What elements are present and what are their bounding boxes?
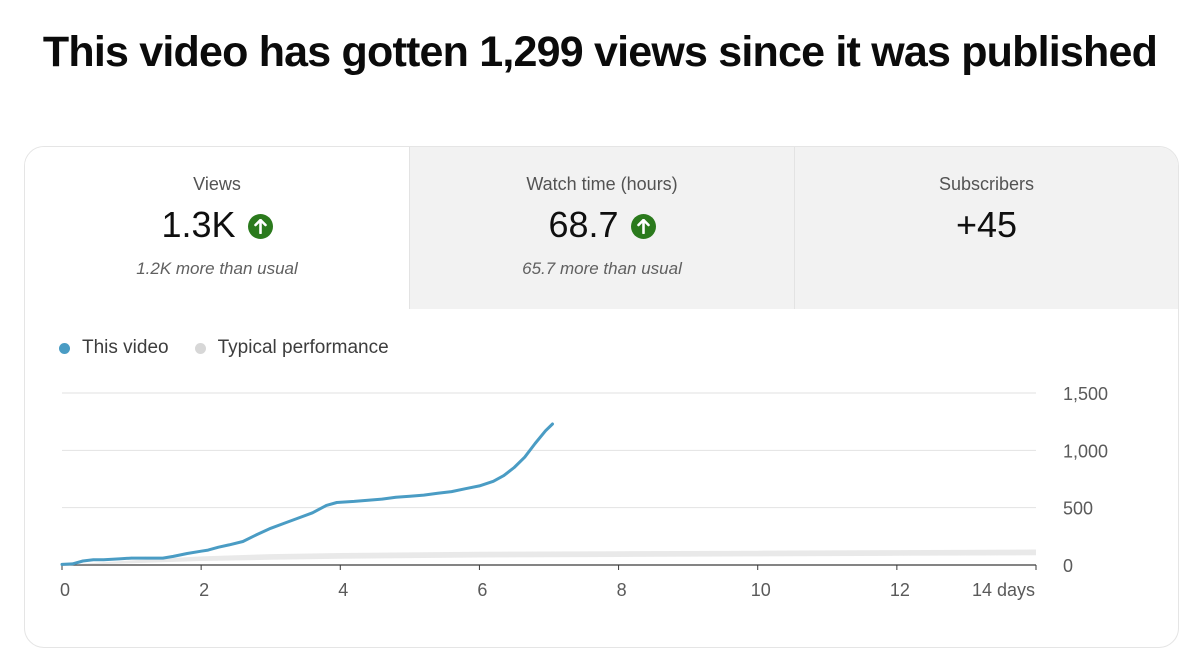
tab-views-label: Views (193, 174, 241, 194)
this-video-point (241, 540, 245, 543)
this-video-line (60, 422, 554, 566)
this-video-point (71, 562, 74, 566)
x-tick-label: 12 (890, 580, 910, 600)
arrow-up-circle-icon (247, 213, 273, 239)
tab-watch-time-label: Watch time (hours) (526, 174, 678, 194)
legend-label-this-video: This video (82, 337, 169, 358)
this-video-point (450, 490, 453, 493)
x-tick-label: 6 (477, 580, 487, 600)
legend-item-typical[interactable]: Typical performance (194, 337, 389, 359)
tab-subscribers-label: Subscribers (938, 174, 1035, 194)
x-tick-label: 10 (751, 580, 771, 600)
chart-legend: This video Typical performance (59, 337, 389, 359)
views-line-chart: 0 500 1,000 1,500 0 2 4 6 8 10 12 14 days (60, 384, 1108, 600)
this-video-point (60, 563, 64, 566)
this-video-point (436, 492, 439, 495)
metric-tabs: Views 1.3K 1.2K more than usual Watch ti… (25, 147, 1178, 309)
this-video-point (523, 456, 526, 459)
tab-watch-time[interactable]: Watch time (hours) 68.7 65.7 more than u… (409, 147, 794, 309)
tab-watch-time-value-row: 68.7 (410, 203, 794, 247)
this-video-point (464, 487, 467, 490)
this-video-point (366, 499, 370, 502)
this-video-point (119, 557, 123, 560)
x-tick-label: 2 (199, 580, 209, 600)
tab-views-value-row: 1.3K (25, 203, 409, 247)
this-video-point (283, 521, 286, 525)
this-video-point (325, 504, 328, 507)
this-video-point (311, 511, 314, 515)
x-tick-label: 4 (338, 580, 348, 600)
this-video-point (130, 556, 133, 560)
this-video-point (186, 552, 189, 555)
tab-subscribers-value-row: +45 (795, 203, 1178, 247)
this-video-point (269, 527, 272, 530)
tab-watch-time-comparison: 65.7 more than usual (522, 259, 682, 278)
legend-item-this-video[interactable]: This video (59, 337, 169, 359)
this-video-point (297, 516, 300, 520)
this-video-point (408, 495, 412, 498)
this-video-point (492, 480, 495, 483)
legend-label-typical: Typical performance (217, 337, 389, 358)
legend-dot-typical (194, 342, 206, 354)
this-video-point (92, 558, 95, 562)
tab-views-comparison: 1.2K more than usual (136, 259, 298, 278)
this-video-point (335, 501, 339, 504)
this-video-point (199, 550, 203, 553)
arrow-up-circle-icon (630, 213, 656, 239)
tab-views[interactable]: Views 1.3K 1.2K more than usual (25, 147, 409, 309)
y-tick-label: 1,000 (1063, 441, 1108, 461)
this-video-point (533, 442, 537, 445)
this-video-point (478, 484, 481, 488)
this-video-point (394, 496, 398, 499)
this-video-point (217, 546, 220, 549)
this-video-point (172, 555, 175, 558)
tab-views-value: 1.3K (161, 204, 236, 245)
legend-dot-this-video (59, 342, 70, 354)
x-tick-label: 8 (617, 580, 627, 600)
this-video-point (206, 548, 210, 552)
this-video-point (161, 556, 165, 560)
x-tick-label: 0 (60, 580, 70, 600)
analytics-card: Views 1.3K 1.2K more than usual Watch ti… (24, 146, 1179, 648)
y-tick-label: 1,500 (1063, 384, 1108, 404)
this-video-point (380, 497, 384, 501)
this-video-point (544, 429, 547, 433)
this-video-point (144, 556, 147, 560)
this-video-point (422, 493, 425, 497)
this-video-point (353, 500, 356, 503)
y-tick-label: 0 (1063, 556, 1073, 576)
this-video-point (502, 474, 505, 477)
tab-subscribers[interactable]: Subscribers +45 (794, 147, 1178, 309)
page-title: This video has gotten 1,299 views since … (42, 28, 1158, 76)
x-tick-label: 14 days (972, 580, 1035, 600)
y-tick-label: 500 (1063, 499, 1093, 519)
this-video-point (513, 466, 516, 469)
this-video-point (81, 559, 85, 563)
typical-performance-band (62, 549, 1036, 565)
tab-watch-time-value: 68.7 (548, 204, 619, 245)
this-video-point (102, 558, 105, 562)
this-video-point (255, 533, 258, 536)
this-video-point (227, 543, 231, 547)
tab-subscribers-value: +45 (955, 204, 1018, 245)
this-video-point (551, 422, 554, 426)
